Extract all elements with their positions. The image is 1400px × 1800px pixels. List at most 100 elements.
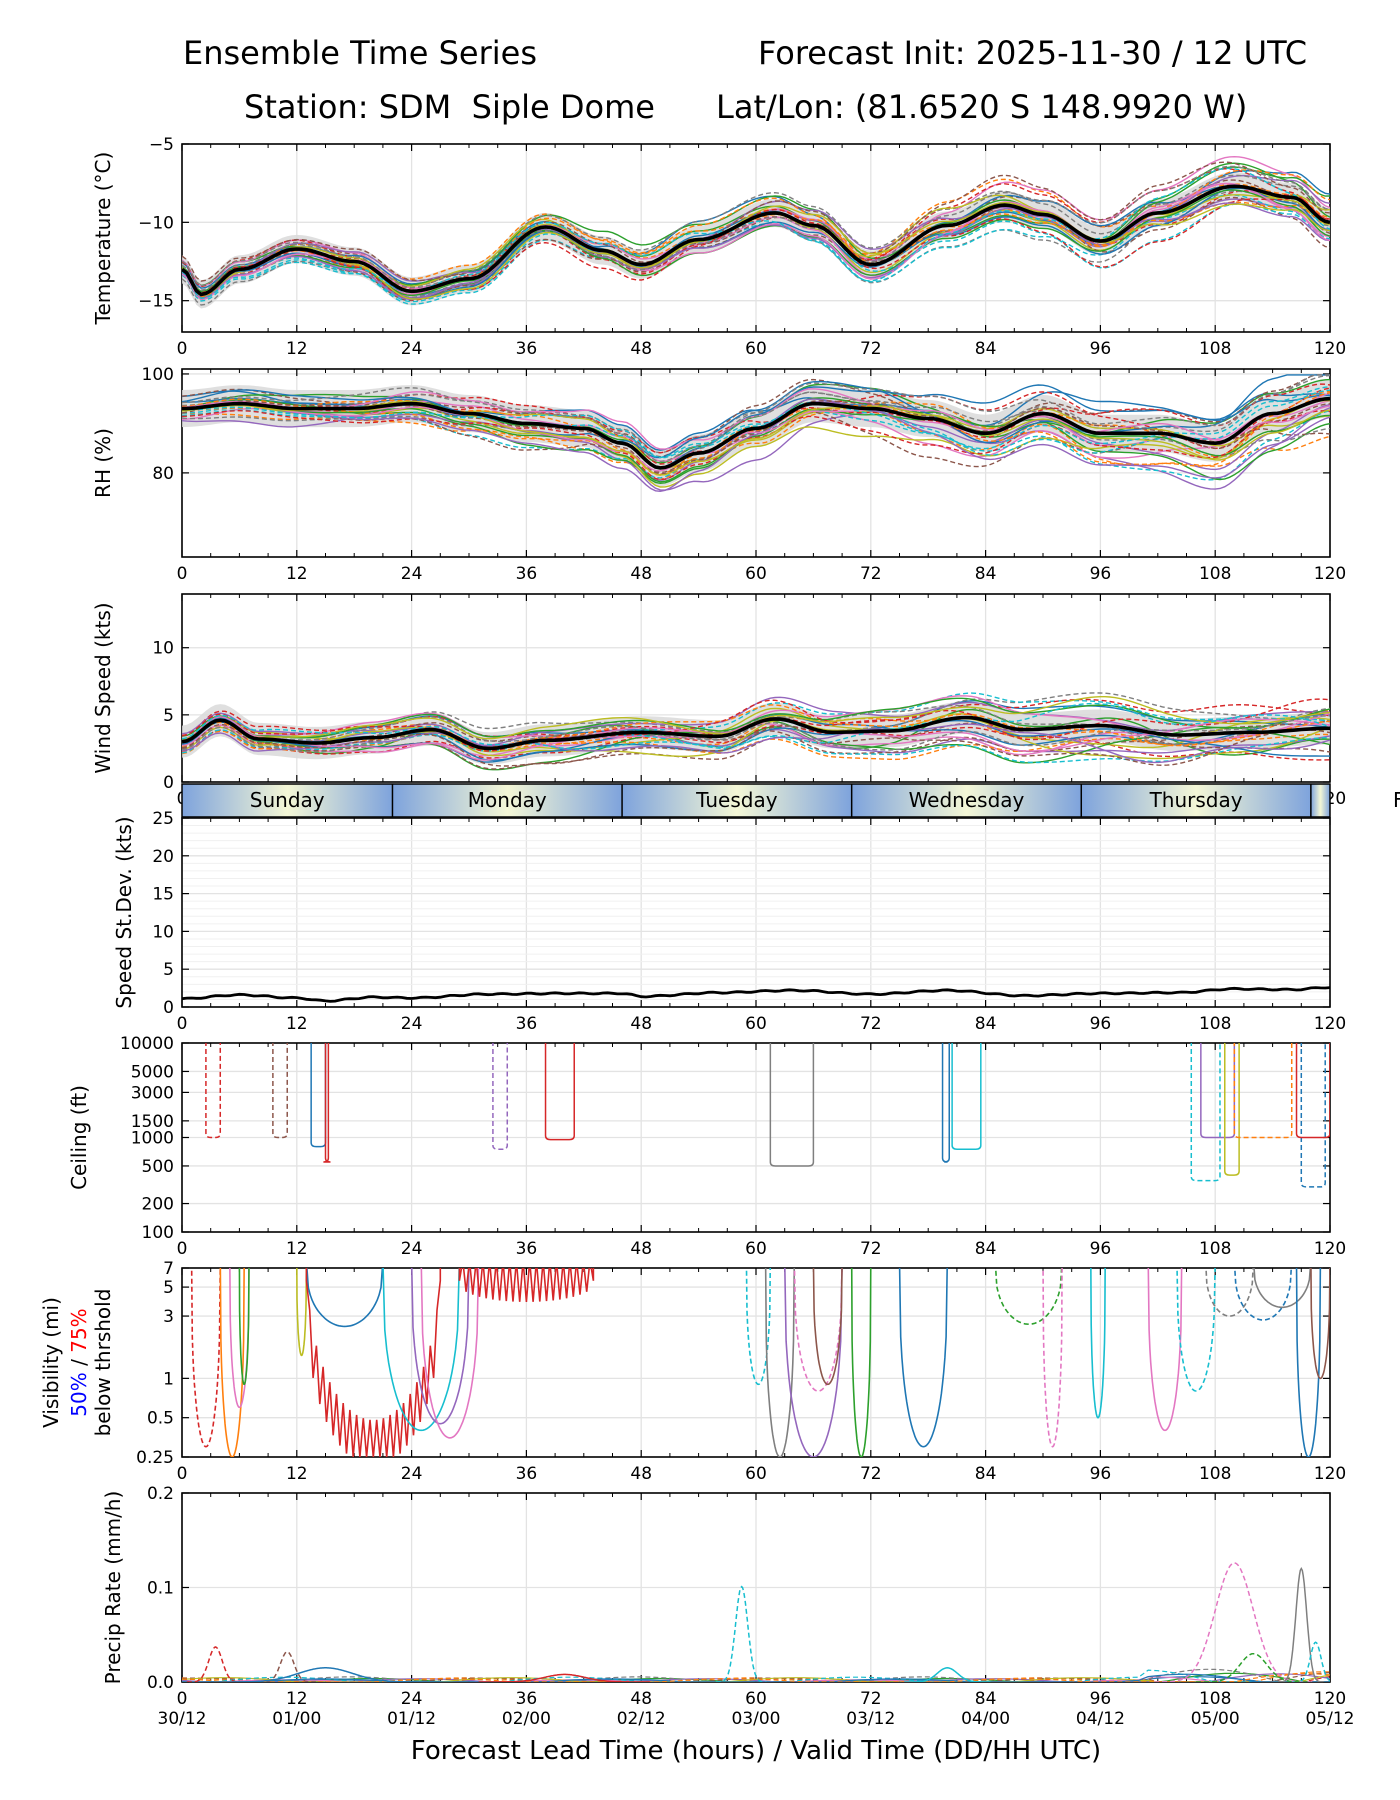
rh-member-line: [182, 386, 1330, 459]
day-segment: [1310, 784, 1330, 817]
visibility-y-tick-label: 0.5: [147, 1409, 174, 1429]
speed_sd-y-tick-label: 15: [152, 885, 174, 905]
wind-y-tick-label: 0: [163, 773, 174, 793]
ceiling-member-event: [1300, 1043, 1326, 1188]
visibility-member-event: [764, 1268, 796, 1457]
speed_sd-y-tick-label: 0: [163, 998, 174, 1018]
speed_sd-x-tick-label: 120: [1314, 1014, 1346, 1034]
temp-member-line: [182, 167, 1330, 300]
temp-member-line: [182, 161, 1330, 282]
visibility-x-tick-label: 24: [401, 1464, 423, 1484]
visibility-x-tick-label: 84: [975, 1464, 997, 1484]
speed_sd-x-tick-label: 12: [286, 1014, 308, 1034]
visibility-member-event: [305, 1268, 442, 1457]
precip-plot-area: [182, 1562, 1330, 1682]
ceiling-member-event: [951, 1043, 982, 1151]
day-segment: [622, 784, 852, 817]
wind-member-line: [182, 720, 1330, 754]
ceiling-member-event: [310, 1043, 327, 1148]
day-segment: [182, 784, 393, 817]
visibility-member-event: [420, 1268, 480, 1439]
rh-member-line: [182, 389, 1330, 459]
wind-member-line: [182, 729, 1330, 764]
speed_sd-y-tick-label: 10: [152, 922, 174, 942]
ceiling-member-event: [1200, 1043, 1236, 1139]
temp-member-line: [182, 203, 1330, 303]
precip-valid-time-label: 04/00: [961, 1709, 1010, 1729]
rh-x-tick-label: 120: [1314, 564, 1346, 584]
visibility-x-tick-label: 120: [1314, 1464, 1346, 1484]
ceiling-y-tick-label: 200: [142, 1195, 174, 1215]
rh-x-tick-label: 12: [286, 564, 308, 584]
precip-x-tick-label: 36: [516, 1689, 538, 1709]
visibility-member-event: [1176, 1268, 1216, 1392]
temp-y-tick-label: −5: [149, 135, 174, 155]
ceiling-member-event: [1295, 1043, 1330, 1139]
visibility-x-tick-label: 0: [177, 1464, 188, 1484]
ceiling-member-event: [1190, 1043, 1221, 1182]
visibility-member-event: [306, 1268, 384, 1328]
visibility-member-event: [812, 1268, 843, 1386]
latlon-label: Lat/Lon: (81.6520 S 148.9920 W): [716, 88, 1248, 126]
temp-y-tick-label: −15: [138, 292, 174, 312]
visibility-member-event: [382, 1268, 460, 1432]
visibility-member-event: [296, 1268, 308, 1357]
ceiling-axes: 0 12 24 36 48 60 72 84 96 108 120 100 200 500 10001500…: [120, 1034, 1346, 1259]
visibility-member-event: [1233, 1268, 1293, 1321]
wind-mean-line: [182, 715, 1330, 751]
speed-sd-mean-line: [182, 986, 1330, 1003]
wind-member-line: [182, 713, 1330, 760]
ceiling-x-tick-label: 24: [401, 1239, 423, 1259]
day-label: Wednesday: [909, 788, 1025, 812]
wind-y-axis-label: Wind Speed (kts): [91, 602, 115, 773]
ceiling-x-tick-label: 120: [1314, 1239, 1346, 1259]
visibility-75-label: 75%: [67, 1308, 91, 1352]
temp-axes: 0 12 24 36 48 60 72 84 96 108 120 −15 −10 −5: [138, 135, 1346, 359]
wind-member-line: [182, 730, 1330, 761]
rh-mean-line: [182, 396, 1330, 470]
precip-member-peak: [1278, 1567, 1325, 1682]
precip-valid-time-label: 03/12: [846, 1709, 895, 1729]
ceiling-member-event: [941, 1043, 950, 1163]
rh-member-line: [182, 383, 1330, 454]
visibility-y-tick-label: 7: [163, 1259, 174, 1279]
ceiling-x-tick-label: 60: [745, 1239, 767, 1259]
visibility-x-tick-label: 48: [630, 1464, 652, 1484]
rh-y-axis-label: RH (%): [91, 428, 115, 498]
speed_sd-x-tick-label: 48: [630, 1014, 652, 1034]
precip-member-peak: [478, 1673, 650, 1682]
precip-y-tick-label: 0.0: [147, 1673, 174, 1693]
visibility-member-event: [850, 1268, 872, 1457]
visibility-member-event: [1042, 1268, 1063, 1448]
precip-member-line: [182, 1673, 1330, 1682]
precip-y-axis-label: Precip Rate (mm/h): [101, 1491, 125, 1685]
rh-member-line: [182, 374, 1330, 458]
visibility-y-tick-label: 5: [163, 1278, 174, 1298]
rh-member-line: [182, 374, 1330, 463]
ceiling-y-axis-label: Ceiling (ft): [67, 1085, 91, 1190]
rh-x-tick-label: 96: [1090, 564, 1112, 584]
ceiling-y-tick-label: 500: [142, 1157, 174, 1177]
visibility-plot-area: [190, 1268, 1330, 1457]
ceiling-plot-area: [205, 1043, 1330, 1188]
rh-x-tick-label: 24: [401, 564, 423, 584]
ceiling-y-tick-label: 5000: [131, 1062, 174, 1082]
speed_sd-x-tick-label: 60: [745, 1014, 767, 1034]
x-axis-title: Forecast Lead Time (hours) / Valid Time …: [411, 1736, 1101, 1766]
figure-title: Ensemble Time Series: [183, 34, 537, 72]
rh-member-line: [182, 387, 1330, 465]
precip-x-tick-label: 60: [745, 1689, 767, 1709]
visibility-separator: /: [67, 1353, 91, 1372]
speed_sd-x-tick-label: 24: [401, 1014, 423, 1034]
ceiling-member-event: [1224, 1043, 1240, 1176]
visibility-axes: 0 12 24 36 48 60 72 84 96 108 120 0.25 0.5 1 3 57: [136, 1259, 1346, 1484]
visibility-below-threshold-label: below thrshold: [91, 1289, 115, 1437]
visibility-threshold-label: 50% / 75%: [67, 1308, 91, 1416]
temp-mean-line: [182, 184, 1330, 297]
day-label: Thursday: [1149, 788, 1243, 812]
visibility-member-event: [410, 1268, 470, 1425]
precip-member-peak: [1196, 1652, 1311, 1682]
precip-valid-time-label: 01/00: [272, 1709, 321, 1729]
